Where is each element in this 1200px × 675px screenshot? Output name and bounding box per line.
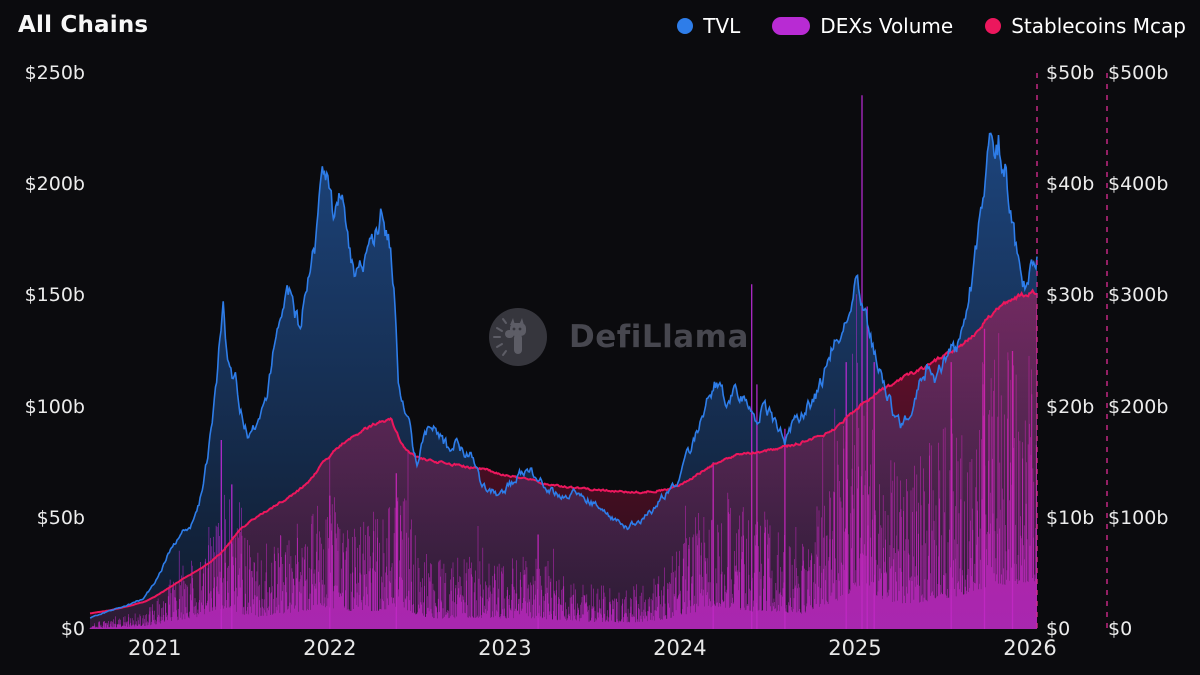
defillama-logo-icon	[489, 308, 547, 366]
legend-item-dexs-volume[interactable]: DEXs Volume	[772, 14, 953, 38]
watermark: DefiLlama	[487, 306, 749, 368]
legend-item-tvl[interactable]: TVL	[677, 14, 740, 38]
tvl-line	[89, 132, 1038, 619]
legend-label-stablecoins-mcap: Stablecoins Mcap	[1011, 14, 1186, 38]
legend: TVL DEXs Volume Stablecoins Mcap	[677, 14, 1186, 38]
legend-label-dexs-volume: DEXs Volume	[820, 14, 954, 38]
watermark-text: DefiLlama	[569, 319, 749, 355]
legend-label-tvl: TVL	[703, 14, 741, 38]
dexs-volume-pill-icon	[772, 17, 811, 35]
tvl-dot-icon	[677, 18, 694, 34]
legend-item-stablecoins-mcap[interactable]: Stablecoins Mcap	[985, 14, 1186, 38]
stablecoins-dot-icon	[985, 18, 1002, 34]
page-title: All Chains	[18, 12, 149, 38]
stablecoins-area	[90, 290, 1037, 629]
stablecoins-line	[89, 288, 1038, 615]
